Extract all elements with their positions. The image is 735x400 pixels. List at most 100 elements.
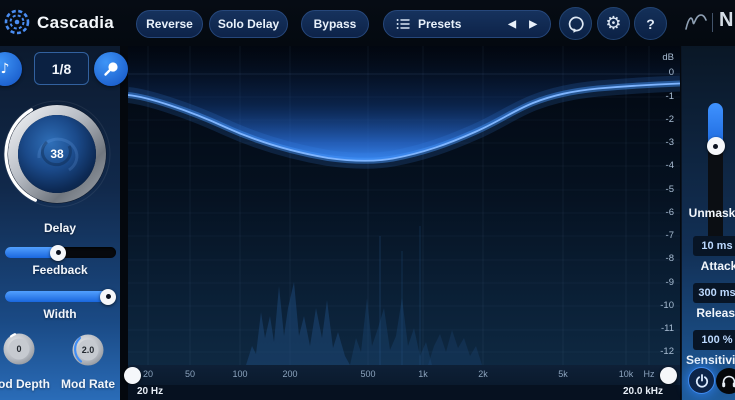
brand-divider [712, 13, 713, 32]
preset-prev-arrow[interactable]: ◀ [508, 19, 516, 30]
delay-knob[interactable]: 38 [1, 98, 113, 210]
freq-tick: 10k [618, 369, 634, 379]
attack-value: 10 ms [701, 240, 733, 252]
help-button[interactable]: ? [634, 7, 667, 40]
bypass-button-label: Bypass [313, 17, 357, 31]
freq-tick: 200 [282, 369, 298, 379]
music-note-icon: ♪ [0, 61, 10, 77]
sync-rate-display[interactable]: 1/8 [34, 52, 89, 85]
db-axis-unit: dB [662, 52, 674, 63]
unmask-slider-handle[interactable] [706, 137, 725, 156]
freq-range-handle-high[interactable] [659, 366, 677, 384]
bypass-button[interactable]: Bypass [301, 10, 369, 38]
feedback-slider[interactable] [5, 244, 116, 261]
sensitivity-value: 100 % [701, 334, 733, 346]
freq-tick: Hz [643, 369, 655, 379]
db-tick: -11 [660, 323, 674, 334]
freq-tick: 20 [142, 369, 153, 379]
unmask-panel: Unmask 10 ms Attack 300 ms Release 100 %… [681, 46, 735, 400]
mod-depth-value: 0 [16, 344, 22, 354]
attack-value-box[interactable]: 10 ms [693, 236, 735, 256]
listen-button[interactable] [716, 368, 735, 394]
width-label: Width [43, 307, 77, 321]
note-sync-button[interactable]: ♪ [0, 52, 22, 86]
settings-button[interactable]: ⚙ [597, 7, 630, 40]
db-tick: -8 [665, 253, 674, 264]
freq-range-min: 20 Hz [137, 386, 164, 397]
release-value: 300 ms [698, 287, 735, 299]
power-icon [695, 373, 709, 388]
freq-tick: 2k [478, 369, 488, 379]
release-value-box[interactable]: 300 ms [693, 283, 735, 303]
feedback-slider-fill [5, 244, 67, 261]
width-slider-fill [5, 288, 117, 305]
app-title: Cascadia [37, 13, 115, 32]
db-tick: -9 [665, 277, 674, 288]
headphones-icon [721, 374, 735, 388]
freq-range-max: 20.0 kHz [622, 386, 663, 397]
db-tick: -1 [665, 91, 674, 102]
ping-pong-button[interactable] [94, 52, 128, 86]
freq-tick: 1k [418, 369, 428, 379]
spectrum-display: dB 0 -1 -2 -3 -4 -5 -6 -7 -8 -9 -10 -11 … [126, 46, 681, 365]
db-tick: -2 [665, 114, 674, 125]
feedback-slider-handle[interactable] [50, 244, 67, 261]
delay-knob-value: 38 [50, 147, 64, 161]
release-label: Release [696, 306, 735, 320]
solo-delay-button-label: Solo Delay [217, 17, 280, 31]
history-button[interactable] [559, 7, 592, 40]
freq-tick: 5k [558, 369, 568, 379]
solo-delay-button[interactable]: Solo Delay [209, 10, 288, 38]
mod-depth-label: Mod Depth [0, 377, 50, 391]
db-tick: -12 [660, 346, 674, 357]
mod-depth-knob[interactable]: 0 [2, 332, 36, 366]
width-slider-handle[interactable] [100, 288, 117, 305]
top-bar: Cascadia Reverse Solo Delay Bypass Prese… [0, 0, 735, 46]
db-tick: -3 [665, 137, 674, 148]
help-icon: ? [646, 15, 655, 32]
unmask-power-button[interactable] [688, 367, 715, 394]
cascadia-logo-icon [2, 7, 32, 42]
frequency-axis: 20 50 100 200 500 1k 2k 5k 10k Hz [123, 365, 680, 385]
spectrum-peaks [246, 226, 482, 365]
preset-list-icon [396, 18, 411, 30]
unmask-label: Unmask [688, 206, 735, 220]
unmask-eq-curve [126, 46, 681, 169]
freq-tick: 100 [232, 369, 248, 379]
presets-selector[interactable]: Presets ◀ ▶ [383, 10, 551, 38]
mod-rate-label: Mod Rate [61, 377, 115, 391]
freq-tick: 50 [184, 369, 195, 379]
unmask-slider[interactable] [706, 103, 725, 243]
db-tick: -6 [665, 207, 674, 218]
ping-pong-paddle-icon [102, 60, 120, 78]
presets-label: Presets [418, 17, 462, 31]
unmask-slider-fill [706, 103, 725, 156]
freq-range-handle-low[interactable] [123, 366, 141, 384]
izotope-signature-icon [683, 10, 709, 39]
db-tick: -5 [665, 184, 674, 195]
freq-tick: 500 [360, 369, 376, 379]
feedback-label: Feedback [32, 263, 88, 277]
mod-rate-knob[interactable]: 2.0 [71, 333, 105, 367]
reverse-button[interactable]: Reverse [136, 10, 203, 38]
attack-label: Attack [700, 259, 735, 273]
mod-rate-value: 2.0 [81, 345, 95, 355]
spectrum-plot [126, 46, 681, 365]
db-tick: -10 [660, 300, 674, 311]
reverse-button-label: Reverse [146, 17, 193, 31]
partner-logo-letter: N [719, 9, 734, 31]
db-tick: 0 [668, 67, 674, 78]
sync-rate-value: 1/8 [51, 60, 72, 77]
delay-label: Delay [43, 221, 77, 235]
gear-icon: ⚙ [605, 12, 622, 34]
db-tick: -7 [665, 230, 674, 241]
delay-controls-panel: ♪ 1/8 [0, 46, 128, 400]
sensitivity-label: Sensitivity [685, 353, 735, 367]
frequency-range-bar: 20 Hz 20.0 kHz [128, 385, 680, 400]
width-slider[interactable] [5, 288, 117, 305]
history-undo-icon [566, 14, 586, 34]
sensitivity-value-box[interactable]: 100 % [693, 330, 735, 350]
preset-next-arrow[interactable]: ▶ [529, 19, 537, 30]
db-tick: -4 [665, 160, 674, 171]
